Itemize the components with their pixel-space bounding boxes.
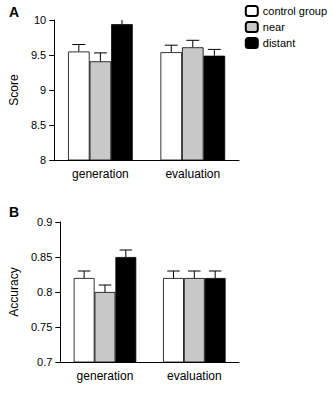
- svg-text:Accuracy: Accuracy: [7, 267, 21, 316]
- svg-text:0.85: 0.85: [31, 251, 52, 263]
- svg-text:0.75: 0.75: [31, 321, 52, 333]
- svg-text:generation: generation: [77, 369, 134, 383]
- svg-text:0.7: 0.7: [37, 356, 52, 368]
- svg-text:9.5: 9.5: [31, 49, 46, 61]
- svg-text:A: A: [9, 4, 19, 20]
- svg-text:evaluation: evaluation: [167, 369, 222, 383]
- svg-text:B: B: [9, 204, 19, 220]
- svg-text:evaluation: evaluation: [165, 167, 220, 181]
- svg-text:distant: distant: [263, 37, 295, 49]
- svg-text:0.9: 0.9: [37, 216, 52, 228]
- svg-text:8.5: 8.5: [31, 119, 46, 131]
- svg-text:10: 10: [34, 14, 46, 26]
- svg-text:generation: generation: [72, 167, 129, 181]
- svg-text:8: 8: [40, 154, 46, 166]
- svg-text:control group: control group: [263, 5, 327, 17]
- svg-text:near: near: [263, 21, 285, 33]
- svg-text:9: 9: [40, 84, 46, 96]
- svg-text:Score: Score: [7, 74, 21, 106]
- svg-text:0.8: 0.8: [37, 286, 52, 298]
